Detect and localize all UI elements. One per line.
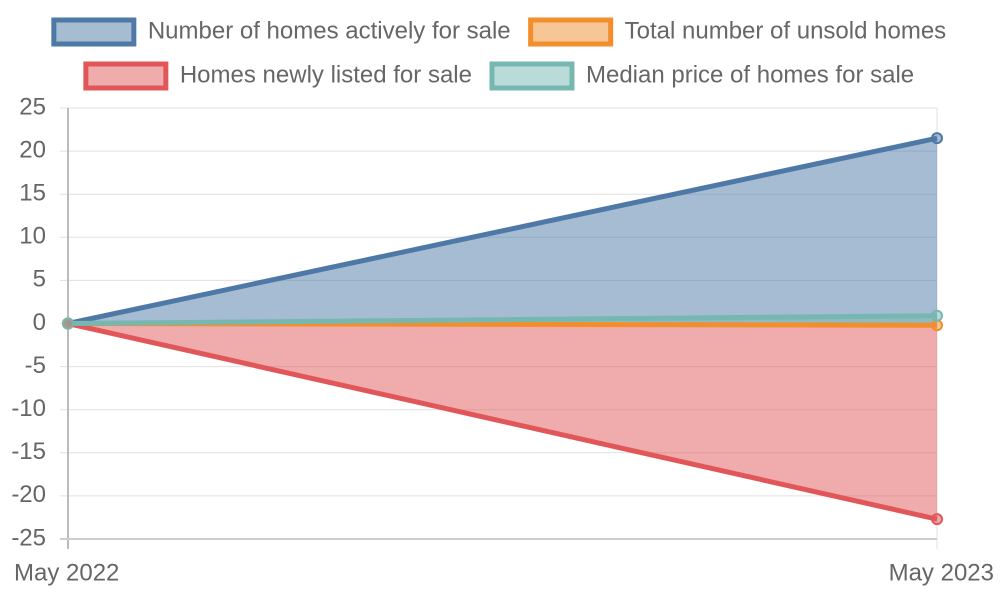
line: [67, 313, 938, 326]
legend-swatch: [83, 61, 169, 91]
legend-item: Total number of unsold homes: [528, 17, 947, 47]
y-tick-label: -5: [25, 352, 46, 379]
point: [931, 132, 943, 145]
legend-item: Median price of homes for sale: [489, 61, 914, 91]
y-tick-label: 0: [33, 309, 46, 336]
x-tick-label: May 2023: [889, 559, 994, 586]
y-tick-label: -20: [11, 481, 46, 508]
legend-label: Total number of unsold homes: [625, 17, 947, 44]
legend-item: Homes newly listed for sale: [83, 61, 472, 91]
line: [67, 321, 938, 522]
legend-item: Number of homes actively for sale: [51, 17, 511, 47]
y-tick-label: 5: [33, 266, 46, 293]
y-tick-label: 10: [19, 223, 46, 250]
y-tick-label: 25: [19, 93, 46, 120]
point: [931, 513, 943, 526]
legend-label: Number of homes actively for sale: [148, 17, 511, 44]
x-tick-label: May 2022: [14, 559, 119, 586]
y-tick-label: -25: [11, 524, 46, 551]
y-tick-label: -15: [11, 438, 46, 465]
line: [67, 135, 938, 326]
point: [931, 309, 943, 322]
legend-swatch: [528, 17, 614, 47]
legend-label: Median price of homes for sale: [586, 61, 914, 88]
legend-label: Homes newly listed for sale: [180, 61, 472, 88]
legend-swatch: [51, 17, 137, 47]
legend-swatch: [489, 61, 575, 91]
y-tick-label: 15: [19, 180, 46, 207]
y-tick-label: 20: [19, 136, 46, 163]
y-tick-label: -10: [11, 395, 46, 422]
point: [62, 317, 74, 330]
